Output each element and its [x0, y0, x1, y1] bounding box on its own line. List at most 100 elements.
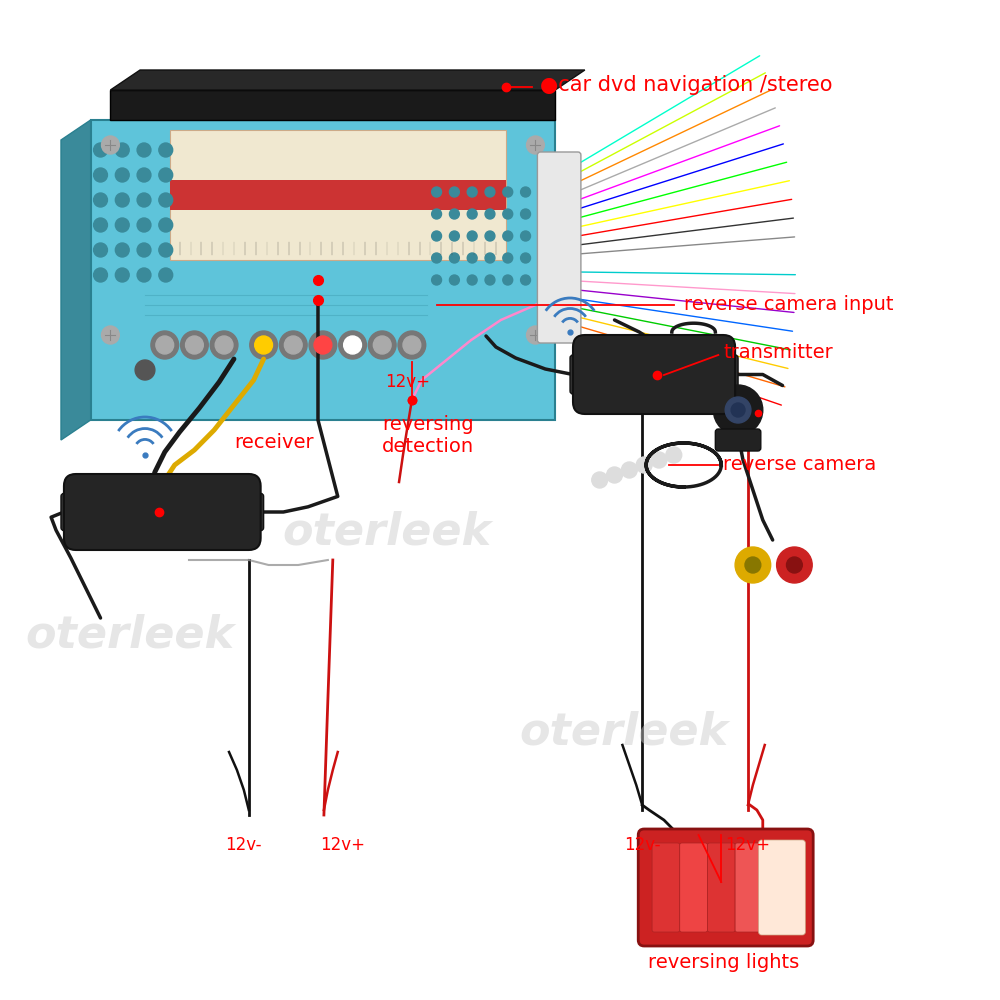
Circle shape: [485, 275, 495, 285]
Circle shape: [467, 187, 477, 197]
Circle shape: [527, 326, 544, 344]
Circle shape: [94, 193, 107, 207]
Circle shape: [181, 331, 208, 359]
Circle shape: [284, 336, 302, 354]
Circle shape: [137, 168, 151, 182]
Circle shape: [485, 209, 495, 219]
Circle shape: [621, 462, 637, 478]
FancyBboxPatch shape: [669, 347, 716, 371]
FancyBboxPatch shape: [715, 429, 761, 451]
Circle shape: [521, 209, 530, 219]
Circle shape: [159, 268, 173, 282]
Circle shape: [467, 209, 477, 219]
Circle shape: [115, 143, 129, 157]
Circle shape: [115, 168, 129, 182]
Circle shape: [94, 243, 107, 257]
Circle shape: [255, 336, 273, 354]
Text: reverse camera input: reverse camera input: [684, 296, 893, 314]
Text: oterleek: oterleek: [283, 510, 492, 554]
Circle shape: [467, 275, 477, 285]
Circle shape: [485, 231, 495, 241]
Circle shape: [449, 209, 459, 219]
FancyBboxPatch shape: [244, 493, 264, 531]
Circle shape: [309, 331, 337, 359]
Circle shape: [432, 231, 442, 241]
Circle shape: [432, 209, 442, 219]
Circle shape: [159, 168, 173, 182]
FancyBboxPatch shape: [638, 829, 813, 946]
Circle shape: [137, 268, 151, 282]
Circle shape: [135, 360, 155, 380]
FancyBboxPatch shape: [652, 843, 680, 932]
Text: oterleek: oterleek: [26, 613, 235, 656]
Circle shape: [368, 331, 396, 359]
Circle shape: [137, 243, 151, 257]
Circle shape: [527, 136, 544, 154]
Text: receiver: receiver: [234, 432, 314, 452]
Circle shape: [94, 143, 107, 157]
Circle shape: [279, 331, 307, 359]
Circle shape: [449, 231, 459, 241]
Circle shape: [115, 193, 129, 207]
FancyBboxPatch shape: [64, 474, 261, 550]
Circle shape: [521, 187, 530, 197]
Polygon shape: [110, 90, 555, 120]
Circle shape: [156, 336, 174, 354]
Circle shape: [398, 331, 426, 359]
Circle shape: [94, 168, 107, 182]
Polygon shape: [170, 130, 506, 260]
Circle shape: [592, 472, 608, 488]
Circle shape: [521, 253, 530, 263]
Circle shape: [159, 218, 173, 232]
Circle shape: [607, 467, 622, 483]
Circle shape: [651, 452, 667, 468]
Text: 12v+: 12v+: [725, 836, 770, 854]
Circle shape: [503, 275, 513, 285]
Circle shape: [94, 268, 107, 282]
Circle shape: [373, 336, 391, 354]
Text: reversing
detection: reversing detection: [382, 414, 474, 456]
Circle shape: [666, 447, 682, 463]
Text: oterleek: oterleek: [520, 710, 729, 754]
Circle shape: [735, 547, 771, 583]
FancyBboxPatch shape: [573, 335, 735, 414]
Text: reverse camera: reverse camera: [723, 456, 876, 475]
Circle shape: [137, 193, 151, 207]
FancyBboxPatch shape: [759, 840, 805, 935]
Circle shape: [115, 268, 129, 282]
Circle shape: [215, 336, 233, 354]
FancyBboxPatch shape: [570, 355, 590, 394]
Polygon shape: [61, 120, 91, 440]
Circle shape: [344, 336, 361, 354]
Text: 12v-: 12v-: [624, 836, 660, 854]
Circle shape: [777, 547, 812, 583]
Circle shape: [485, 187, 495, 197]
Circle shape: [115, 218, 129, 232]
Text: transmitter: transmitter: [723, 342, 833, 361]
Circle shape: [432, 253, 442, 263]
Text: 12v-: 12v-: [226, 836, 262, 854]
Circle shape: [403, 336, 421, 354]
Circle shape: [432, 275, 442, 285]
Circle shape: [314, 336, 332, 354]
Circle shape: [731, 403, 745, 417]
FancyBboxPatch shape: [680, 843, 707, 932]
Circle shape: [102, 136, 119, 154]
Circle shape: [449, 253, 459, 263]
Circle shape: [432, 187, 442, 197]
Polygon shape: [91, 120, 555, 420]
Circle shape: [339, 331, 366, 359]
FancyBboxPatch shape: [707, 843, 735, 932]
Circle shape: [485, 253, 495, 263]
Circle shape: [250, 331, 277, 359]
Text: ●car dvd navigation /stereo: ●car dvd navigation /stereo: [540, 75, 833, 95]
Circle shape: [467, 231, 477, 241]
Circle shape: [786, 557, 802, 573]
Circle shape: [636, 457, 652, 473]
Polygon shape: [170, 180, 506, 210]
Circle shape: [159, 143, 173, 157]
Circle shape: [159, 193, 173, 207]
Circle shape: [745, 557, 761, 573]
FancyBboxPatch shape: [61, 493, 81, 531]
FancyBboxPatch shape: [537, 152, 581, 343]
